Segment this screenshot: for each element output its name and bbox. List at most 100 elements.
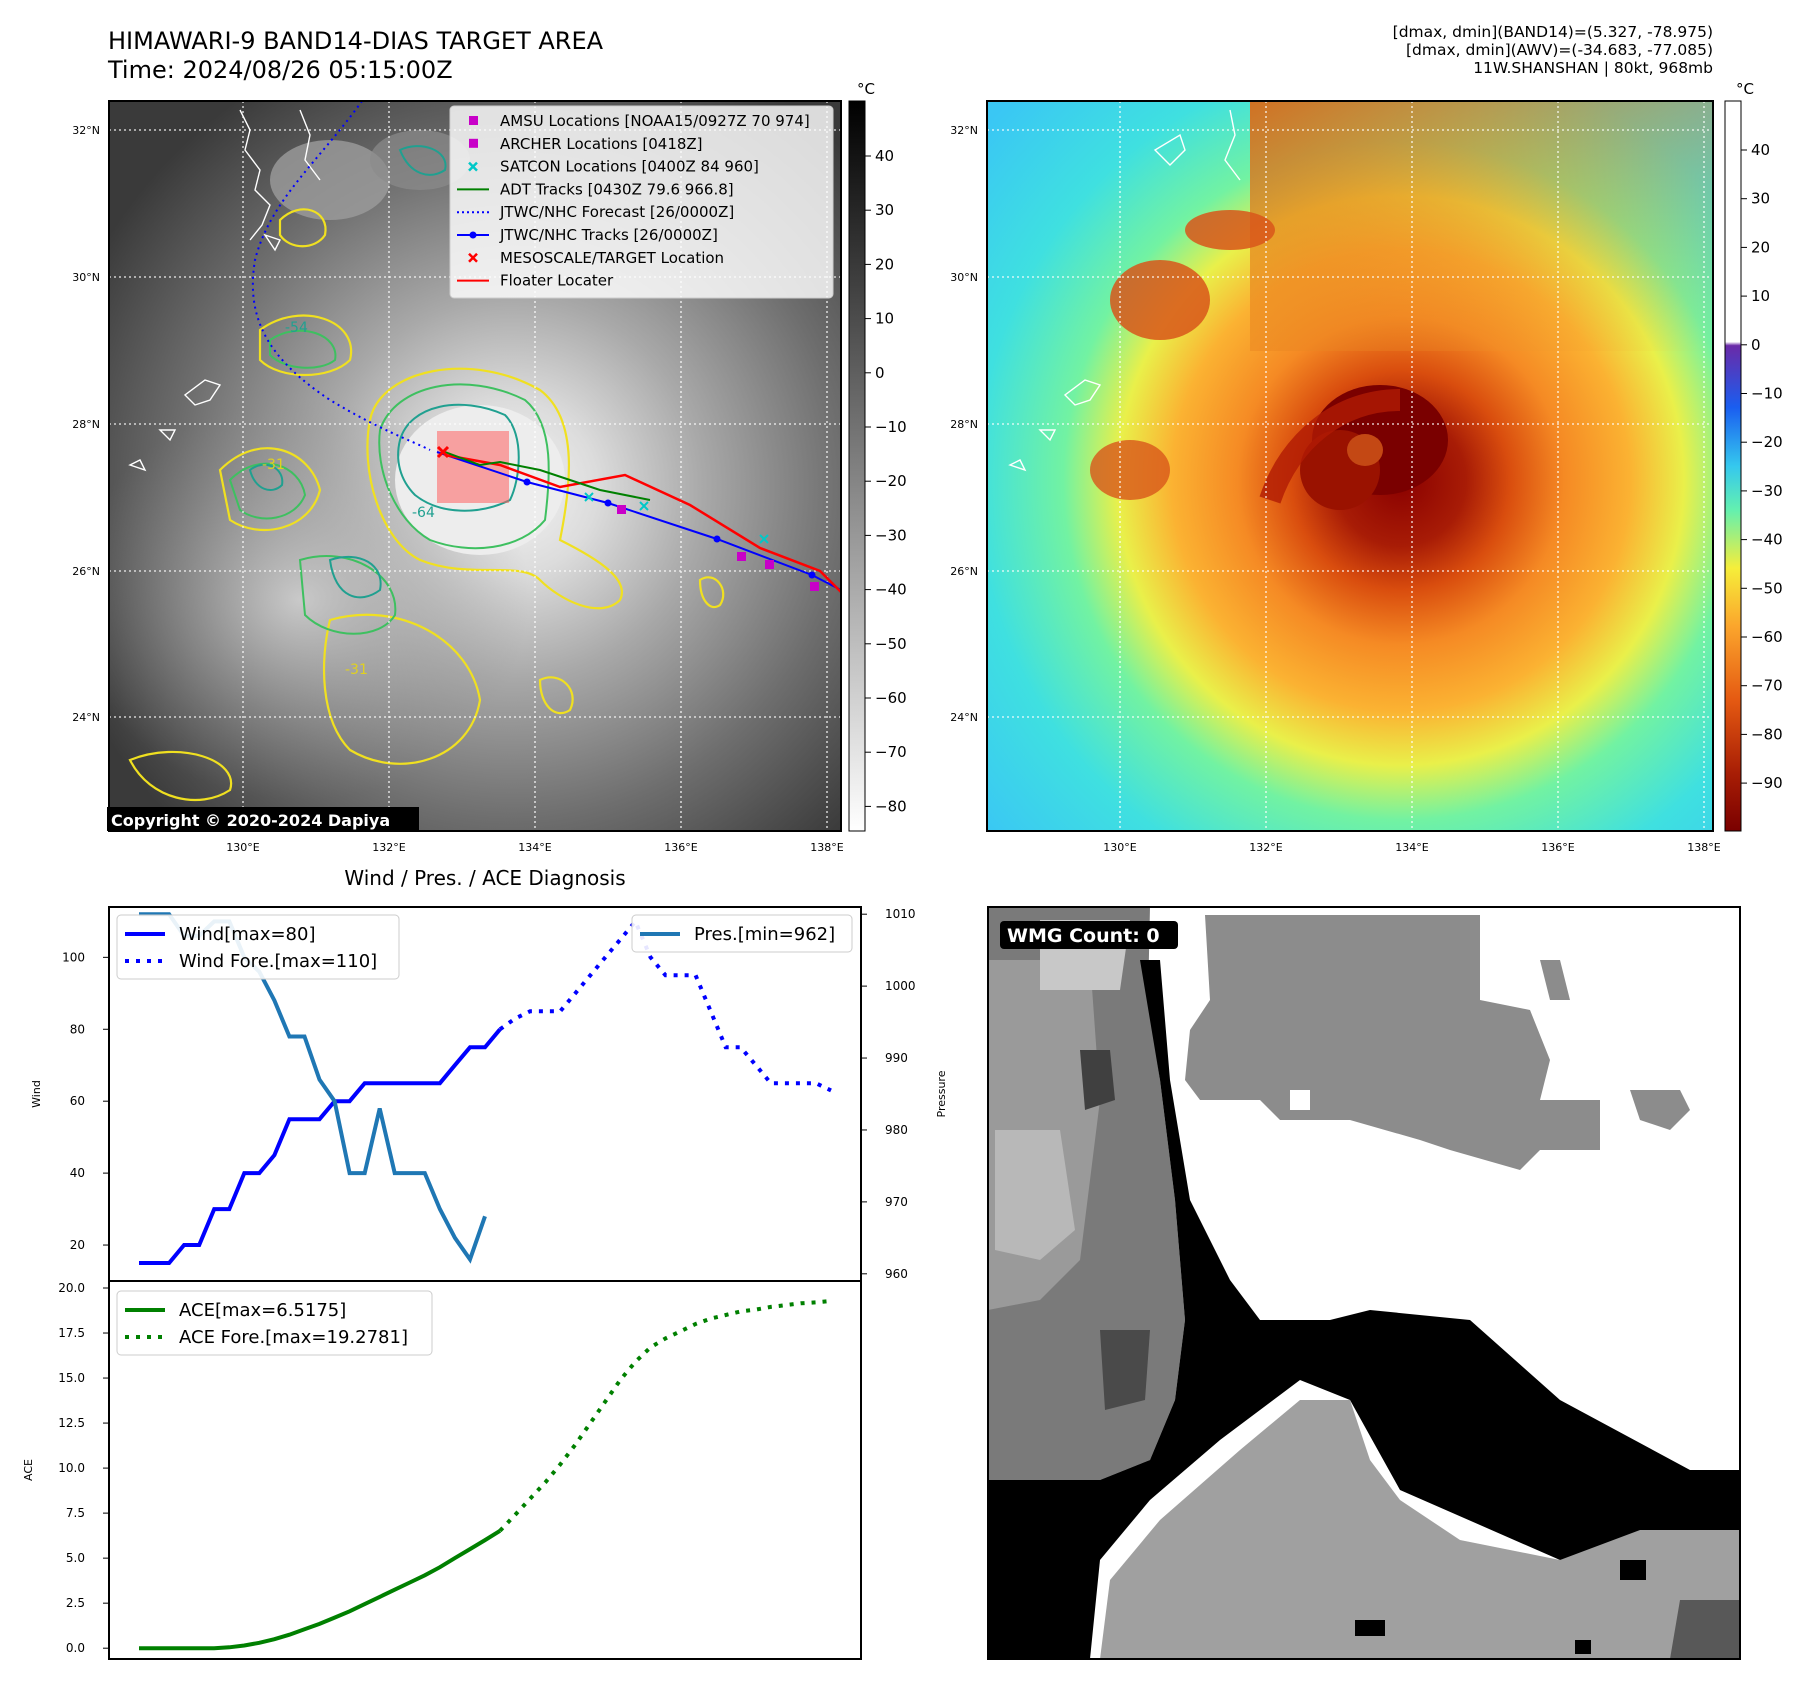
y-tick-label: 17.5 — [58, 1326, 85, 1340]
wmg-panel: WMG Count: 0 — [987, 906, 1741, 1660]
legend-label: JTWC/NHC Tracks [26/0000Z] — [499, 226, 718, 244]
colorbar-tick-label: −80 — [875, 797, 907, 815]
legend-entry: ADT Tracks [0430Z 79.6 966.8] — [457, 180, 734, 198]
chart-legend-box — [631, 914, 853, 953]
y-tick-label: 10.0 — [58, 1461, 85, 1475]
wmg-frame — [987, 906, 1741, 1660]
colorbar-tick-label: 40 — [875, 147, 894, 165]
satcon-marker — [639, 501, 649, 511]
chart-legend-box — [116, 914, 400, 980]
info-line-1: [dmax, dmin](BAND14)=(5.327, -78.975) — [1392, 23, 1713, 41]
avw-colorbar: °C 40 30 20 10 0 −10 −20 −30 −40 −50 −60 −70 −80 −90 — [1724, 80, 1783, 832]
longitude-tick-label: 130°E — [1103, 841, 1136, 854]
legend-label: JTWC/NHC Forecast [26/0000Z] — [499, 203, 734, 221]
ace-axis-label: ACE — [22, 1459, 35, 1481]
legend-entry: AMSU Locations [NOAA15/0927Z 70 974] — [469, 112, 810, 130]
wmg-imagery — [988, 907, 1740, 1659]
colorbar-unit: °C — [857, 80, 875, 98]
ir-colorbar: °C 40 30 20 10 0 −10 −20 −30 −40 −50 −60 −70 −80 — [848, 80, 907, 832]
target-location-marker — [436, 445, 450, 459]
y2-tick-label: 960 — [885, 1267, 908, 1281]
y-tick-label: 2.5 — [66, 1596, 85, 1610]
legend-entry: JTWC/NHC Forecast [26/0000Z] — [457, 203, 734, 221]
series-line — [139, 1028, 502, 1265]
track-legend: AMSU Locations [NOAA15/0927Z 70 974] ARCH… — [449, 105, 834, 299]
colorbar-tick-label: 20 — [1751, 238, 1770, 256]
chart-legend-box — [116, 1290, 433, 1356]
colorbar-tick-label: −70 — [875, 743, 907, 761]
legend-dot — [469, 231, 477, 239]
legend-x-marker — [468, 252, 478, 263]
title-line-1: HIMAWARI-9 BAND14-DIAS TARGET AREA — [108, 27, 604, 55]
latitude-tick-label: 26°N — [72, 565, 100, 578]
longitude-tick-label: 138°E — [1687, 841, 1720, 854]
legend-square-marker — [469, 138, 478, 148]
colorbar-tick-label: −90 — [1751, 774, 1783, 792]
longitude-tick-label: 132°E — [372, 841, 405, 854]
archer-marker — [765, 560, 774, 569]
colorbar-tick-label: −20 — [875, 472, 907, 490]
y-tick-label: 0.0 — [66, 1641, 85, 1655]
amsu-marker — [617, 505, 626, 514]
legend-entry: Floater Locater — [457, 272, 614, 290]
legend-label: Floater Locater — [500, 272, 614, 290]
jtwc-track-point — [604, 499, 612, 507]
longitude-tick-label: 136°E — [1541, 841, 1574, 854]
legend-label: AMSU Locations [NOAA15/0927Z 70 974] — [500, 112, 810, 130]
pressure-axis-label: Pressure — [935, 1070, 948, 1117]
satcon-marker — [759, 534, 769, 544]
legend-label: ARCHER Locations [0418Z] — [500, 135, 703, 153]
ir-map-frame — [108, 100, 842, 832]
colorbar-tick-label: 0 — [1751, 336, 1761, 354]
latitude-tick-label: 24°N — [950, 711, 978, 724]
latitude-tick-label: 32°N — [950, 124, 978, 137]
avw-satellite-map: 32°N 30°N 28°N 26°N 24°N 130°E 132°E 134°E 136°… — [950, 100, 1721, 854]
info-line-3: 11W.SHANSHAN | 80kt, 968mb — [1473, 59, 1713, 77]
chart-legend-label: Pres.[min=962] — [694, 924, 835, 945]
y-tick-label: 12.5 — [58, 1416, 85, 1430]
y-tick-label: 15.0 — [58, 1371, 85, 1385]
legend-label: ADT Tracks [0430Z 79.6 966.8] — [500, 180, 734, 198]
chart-legend-label: Wind[max=80] — [179, 924, 316, 945]
y-tick-label: 20.0 — [58, 1281, 85, 1295]
colorbar-tick-label: −30 — [875, 526, 907, 544]
wind-axis-label: Wind — [30, 1080, 43, 1108]
jtwc-forecast-track — [251, 101, 431, 451]
longitude-tick-label: 138°E — [810, 841, 843, 854]
wind-pressure-chart: Wind Pressure 20 40 60 80 100 960 970 980 990 10… — [30, 906, 948, 1282]
ace-chart: ACE 0.0 2.5 5.0 7.5 10.0 12.5 15.0 17.5 20.0 ACE… — [22, 1280, 862, 1660]
longitude-tick-label: 136°E — [664, 841, 697, 854]
longitude-tick-label: 134°E — [1395, 841, 1428, 854]
y-tick-label: 5.0 — [66, 1551, 85, 1565]
colorbar-tick-label: −30 — [1751, 482, 1783, 500]
colorbar-tick-label: −60 — [875, 689, 907, 707]
y-tick-label: 7.5 — [66, 1506, 85, 1520]
colorbar-tick-label: 10 — [1751, 287, 1770, 305]
jtwc-track — [436, 451, 841, 591]
colorbar-tick-label: −10 — [875, 418, 907, 436]
legend-entry: JTWC/NHC Tracks [26/0000Z] — [457, 226, 718, 244]
colorbar-tick-label: 20 — [875, 255, 894, 273]
colorbar-tick-label: 40 — [1751, 141, 1770, 159]
colorbar-tick-label: −80 — [1751, 725, 1783, 743]
y2-tick-label: 970 — [885, 1195, 908, 1209]
ir-satellite-map: -64 -31 -31 -54 — [72, 100, 844, 854]
legend-entry: SATCON Locations [0400Z 84 960] — [468, 158, 759, 176]
series-line — [498, 1299, 832, 1533]
latitude-tick-label: 28°N — [72, 418, 100, 431]
latitude-tick-label: 26°N — [950, 565, 978, 578]
y2-tick-label: 990 — [885, 1051, 908, 1065]
chart-legend-label: Wind Fore.[max=110] — [179, 951, 377, 972]
contour-label: -31 — [262, 457, 285, 473]
latitude-tick-label: 24°N — [72, 711, 100, 724]
y-tick-label: 80 — [70, 1022, 85, 1036]
legend-x-marker — [468, 161, 478, 172]
legend-label: SATCON Locations [0400Z 84 960] — [500, 158, 759, 176]
contour-label: -54 — [285, 320, 308, 336]
jtwc-track-point — [713, 535, 721, 543]
y-tick-label: 40 — [70, 1166, 85, 1180]
contour-label: -64 — [412, 505, 435, 521]
legend-label: MESOSCALE/TARGET Location — [500, 249, 724, 267]
jtwc-track-point — [523, 478, 531, 486]
